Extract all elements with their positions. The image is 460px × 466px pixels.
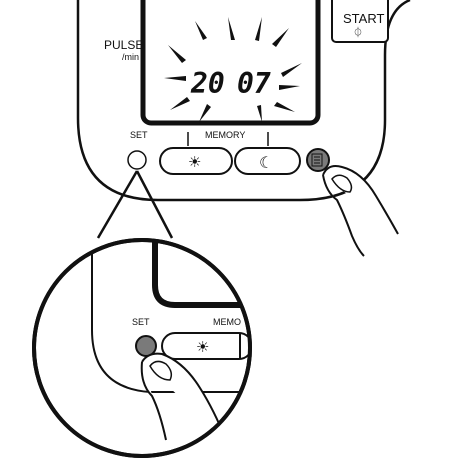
inset-body-edge bbox=[91, 240, 250, 393]
pulse-unit: /min bbox=[122, 52, 139, 62]
magnifier-content: SET MEMO ☀ bbox=[91, 240, 252, 441]
callout-line-left bbox=[96, 170, 139, 239]
set-label: SET bbox=[130, 130, 148, 140]
inset-set-button-pressed[interactable] bbox=[135, 335, 157, 357]
upper-fingernail bbox=[331, 174, 353, 193]
inset-lcd-corner bbox=[152, 240, 250, 308]
inset-morning-button[interactable] bbox=[161, 332, 252, 360]
memory-bracket bbox=[187, 132, 269, 146]
morning-button[interactable] bbox=[159, 147, 233, 175]
display-month: 07 bbox=[237, 67, 271, 100]
inset-morning-symbol: ☀ bbox=[196, 339, 209, 356]
evening-button[interactable] bbox=[234, 147, 301, 175]
memory-button-icon bbox=[311, 153, 323, 167]
inset-memory-label: MEMO bbox=[213, 317, 241, 327]
pulse-label: PULSE bbox=[104, 38, 143, 52]
lcd-display bbox=[140, 0, 321, 126]
blink-indicator-marks bbox=[164, 17, 302, 122]
start-button[interactable] bbox=[331, 0, 389, 43]
display-year: 20 bbox=[190, 67, 225, 100]
lower-fingernail bbox=[149, 360, 173, 381]
start-symbol: ⏀ bbox=[353, 26, 363, 39]
morning-symbol: ☀ bbox=[188, 154, 201, 171]
callout-line-right bbox=[135, 170, 174, 239]
inset-set-label: SET bbox=[132, 317, 150, 327]
set-button[interactable] bbox=[127, 150, 147, 170]
start-label: START bbox=[343, 11, 384, 26]
evening-symbol: ☾ bbox=[259, 155, 273, 172]
memory-label: MEMORY bbox=[205, 130, 245, 140]
